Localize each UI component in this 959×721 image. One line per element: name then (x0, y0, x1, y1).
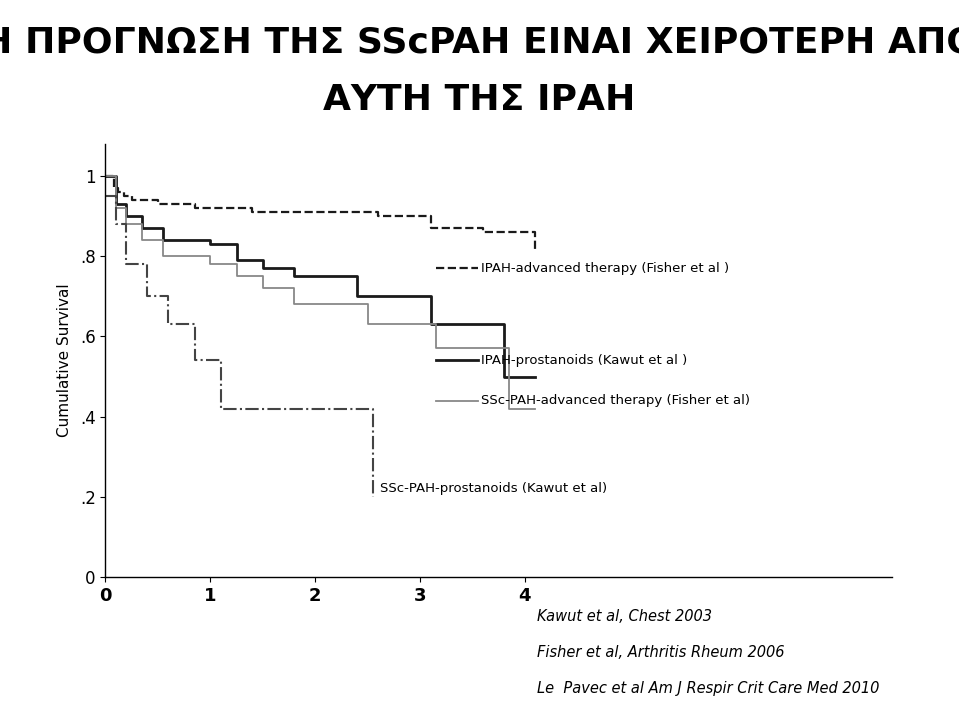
Text: Fisher et al, Arthritis Rheum 2006: Fisher et al, Arthritis Rheum 2006 (537, 645, 784, 660)
Text: IPAH-prostanoids (Kawut et al ): IPAH-prostanoids (Kawut et al ) (480, 354, 687, 367)
Text: Kawut et al, Chest 2003: Kawut et al, Chest 2003 (537, 609, 712, 624)
Text: ΑΥΤΗ ΤΗΣ ΙΡΑΗ: ΑΥΤΗ ΤΗΣ ΙΡΑΗ (323, 83, 636, 117)
Text: Η ΠΡΟΓΝΩΣΗ ΤΗΣ SScPAH ΕΙΝΑΙ ΧΕΙΡΟΤΕΡΗ ΑΠΟ: Η ΠΡΟΓΝΩΣΗ ΤΗΣ SScPAH ΕΙΝΑΙ ΧΕΙΡΟΤΕΡΗ ΑΠ… (0, 25, 959, 59)
Text: SSc-PAH-advanced therapy (Fisher et al): SSc-PAH-advanced therapy (Fisher et al) (480, 394, 750, 407)
Text: SSc-PAH-prostanoids (Kawut et al): SSc-PAH-prostanoids (Kawut et al) (380, 482, 607, 495)
Text: Le  Pavec et al Am J Respir Crit Care Med 2010: Le Pavec et al Am J Respir Crit Care Med… (537, 681, 879, 696)
Y-axis label: Cumulative Survival: Cumulative Survival (57, 283, 72, 438)
Text: IPAH-advanced therapy (Fisher et al ): IPAH-advanced therapy (Fisher et al ) (480, 262, 729, 275)
